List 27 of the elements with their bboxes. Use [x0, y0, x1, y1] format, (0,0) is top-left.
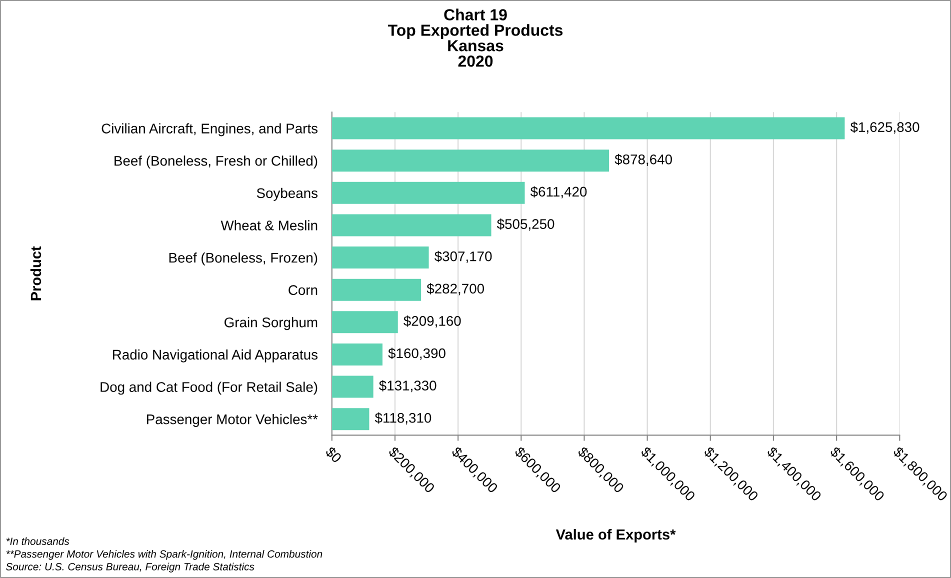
data-label: $505,250	[496, 218, 554, 231]
y-tick-label: Grain Sorghum	[224, 317, 318, 330]
y-tick-label: Passenger Motor Vehicles**	[146, 414, 318, 427]
y-tick-label: Dog and Cat Food (For Retail Sale)	[100, 382, 318, 395]
y-tick-label: Wheat & Meslin	[220, 220, 318, 230]
data-label: $118,310	[374, 412, 432, 424]
chart-title: Chart 19 Top Exported Products Kansas 2020	[388, 8, 563, 67]
y-tick-label: Radio Navigational Aid Apparatus	[113, 349, 318, 362]
y-tick-label: Beef (Boneless, Frozen)	[169, 252, 318, 266]
y-tick-label: Corn	[288, 285, 318, 296]
source-note: Source: U.S. Census Bureau, Foreign Trade Statistics	[6, 562, 254, 572]
data-label: $282,700	[426, 283, 484, 296]
x-tick-label: $0	[324, 446, 343, 464]
y-tick-label: Soybeans	[256, 188, 318, 201]
y-axis-title: Product	[30, 246, 42, 300]
x-axis-title: Value of Exports*	[556, 528, 676, 543]
text: *In thousands	[6, 537, 70, 545]
y-tick-label: Beef (Boneless, Fresh or Chilled)	[114, 156, 318, 169]
data-label: $209,160	[404, 315, 461, 328]
data-label: $131,330	[379, 380, 436, 392]
data-label: $1,625,830	[850, 122, 920, 134]
data-label: $611,420	[530, 186, 587, 198]
data-label: $878,640	[614, 154, 672, 166]
y-tick-label: Civilian Aircraft, Engines, and Parts	[102, 123, 318, 136]
data-label: $160,390	[388, 348, 446, 360]
data-label: $307,170	[434, 250, 492, 263]
text: **Passenger Motor Vehicles with Spark-Ignition, Internal Combustion	[6, 550, 322, 560]
